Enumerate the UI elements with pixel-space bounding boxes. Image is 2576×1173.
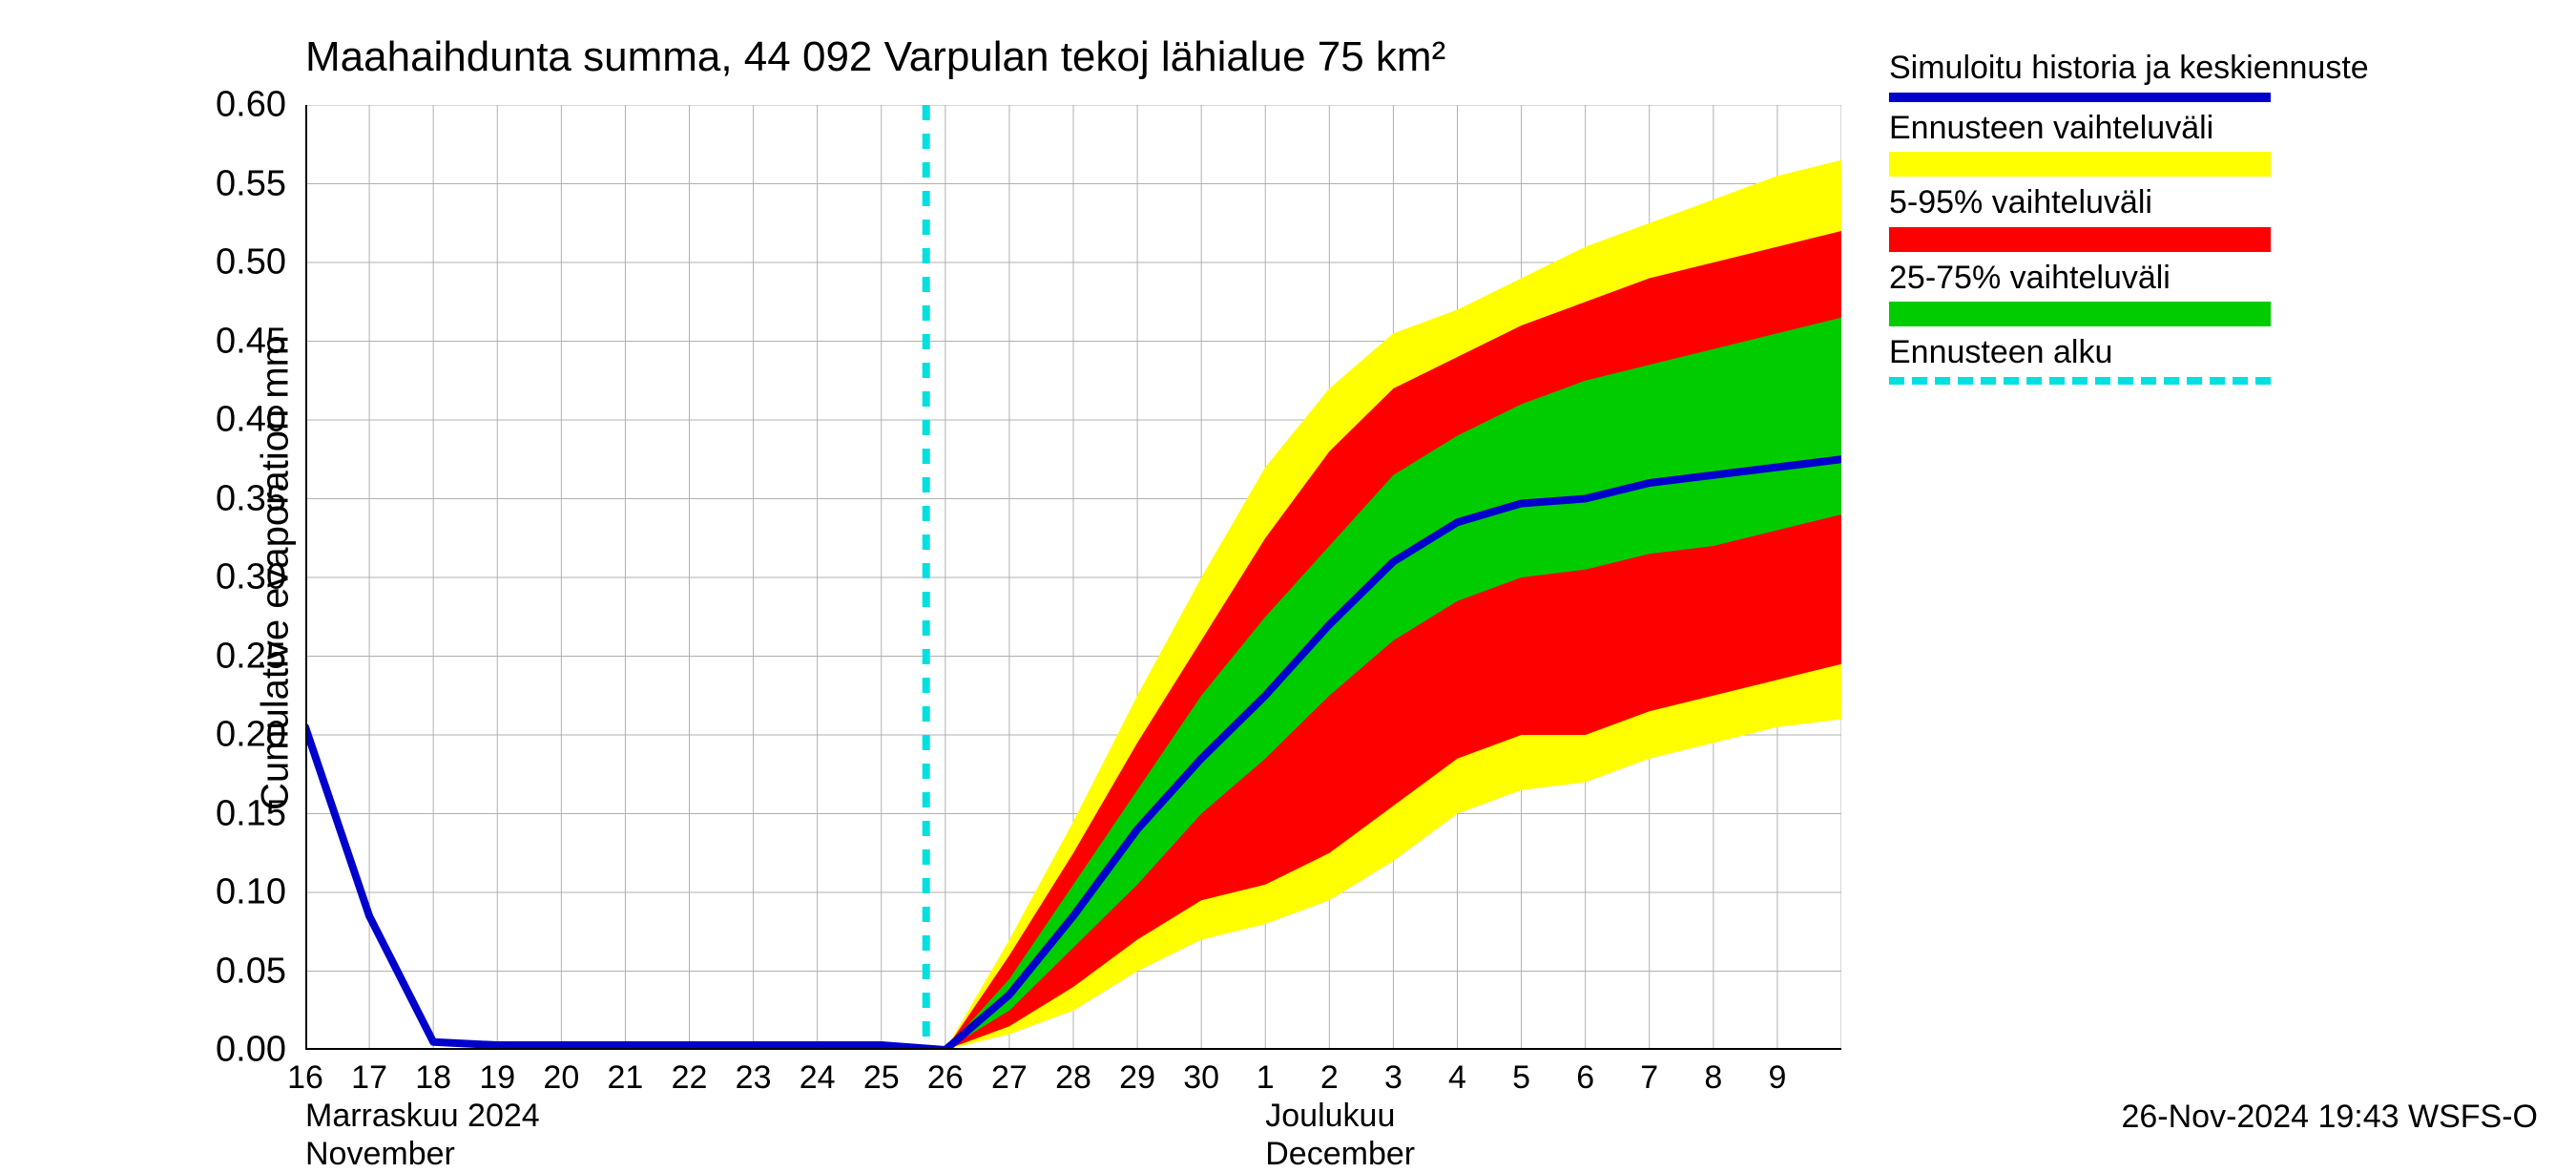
y-tick-label: 0.50	[181, 242, 286, 283]
legend-item: 25-75% vaihteluväli	[1889, 258, 2369, 327]
x-tick-label: 6	[1576, 1059, 1594, 1097]
x-tick-label: 29	[1119, 1059, 1155, 1097]
x-tick-label: 5	[1512, 1059, 1530, 1097]
legend-swatch	[1889, 377, 2271, 385]
y-tick-label: 0.15	[181, 793, 286, 834]
x-tick-label: 26	[927, 1059, 964, 1097]
legend-label: Simuloitu historia ja keskiennuste	[1889, 48, 2369, 89]
x-tick-label: 19	[479, 1059, 515, 1097]
legend-item: 5-95% vaihteluväli	[1889, 182, 2369, 252]
month-label: Joulukuu	[1265, 1098, 1395, 1135]
legend-label: Ennusteen vaihteluväli	[1889, 108, 2369, 149]
legend-label: Ennusteen alku	[1889, 332, 2369, 373]
legend-label: 5-95% vaihteluväli	[1889, 182, 2369, 223]
y-tick-label: 0.55	[181, 163, 286, 204]
y-tick-label: 0.60	[181, 85, 286, 126]
y-tick-label: 0.45	[181, 321, 286, 362]
x-tick-label: 2	[1320, 1059, 1339, 1097]
plot-area	[305, 105, 1841, 1050]
x-tick-label: 27	[991, 1059, 1028, 1097]
legend-item: Ennusteen alku	[1889, 332, 2369, 385]
y-tick-label: 0.05	[181, 951, 286, 992]
x-tick-label: 4	[1448, 1059, 1466, 1097]
month-label-en: November	[305, 1136, 455, 1173]
y-tick-label: 0.40	[181, 400, 286, 441]
x-tick-label: 9	[1768, 1059, 1786, 1097]
legend-swatch	[1889, 152, 2271, 177]
x-tick-label: 3	[1384, 1059, 1402, 1097]
x-tick-label: 22	[672, 1059, 708, 1097]
x-tick-label: 30	[1183, 1059, 1219, 1097]
chart-title: Maahaihdunta summa, 44 092 Varpulan teko…	[305, 33, 1445, 81]
x-tick-label: 24	[800, 1059, 836, 1097]
x-tick-label: 18	[415, 1059, 451, 1097]
x-tick-label: 1	[1257, 1059, 1275, 1097]
x-tick-label: 20	[543, 1059, 579, 1097]
y-tick-label: 0.25	[181, 636, 286, 677]
x-tick-label: 7	[1640, 1059, 1658, 1097]
legend-item: Simuloitu historia ja keskiennuste	[1889, 48, 2369, 102]
footer-timestamp: 26-Nov-2024 19:43 WSFS-O	[2121, 1099, 2538, 1136]
month-label: Marraskuu 2024	[305, 1098, 540, 1135]
legend-item: Ennusteen vaihteluväli	[1889, 108, 2369, 178]
x-tick-label: 28	[1055, 1059, 1091, 1097]
y-tick-label: 0.30	[181, 557, 286, 598]
legend-swatch	[1889, 302, 2271, 326]
x-tick-label: 8	[1704, 1059, 1722, 1097]
x-tick-label: 21	[607, 1059, 643, 1097]
y-tick-label: 0.10	[181, 872, 286, 913]
y-tick-label: 0.35	[181, 478, 286, 519]
x-tick-label: 25	[863, 1059, 900, 1097]
chart-container: Maahaihdunta summa, 44 092 Varpulan teko…	[0, 0, 2576, 1145]
legend-label: 25-75% vaihteluväli	[1889, 258, 2369, 299]
month-label-en: December	[1265, 1136, 1415, 1173]
y-tick-label: 0.20	[181, 715, 286, 756]
x-tick-label: 16	[287, 1059, 323, 1097]
legend-swatch	[1889, 93, 2271, 102]
y-tick-label: 0.00	[181, 1030, 286, 1071]
x-tick-label: 23	[736, 1059, 772, 1097]
legend: Simuloitu historia ja keskiennuste Ennust…	[1889, 48, 2369, 390]
legend-swatch	[1889, 227, 2271, 252]
x-tick-label: 17	[351, 1059, 387, 1097]
